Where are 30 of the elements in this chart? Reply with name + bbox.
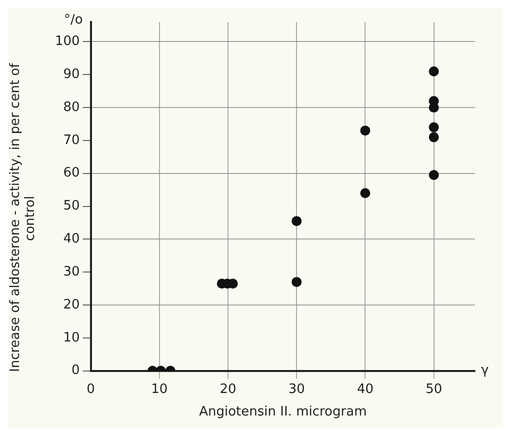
y-tick-label: 0 bbox=[72, 363, 80, 378]
point bbox=[428, 170, 439, 180]
x-tick-label: 30 bbox=[288, 382, 305, 397]
point bbox=[428, 132, 439, 142]
y-tick-label: 60 bbox=[63, 166, 80, 181]
point bbox=[292, 276, 302, 287]
point bbox=[428, 102, 439, 113]
y-tick-label: 70 bbox=[63, 132, 80, 148]
x-tick-label: 50 bbox=[426, 382, 442, 397]
x-axis-title: Angiotensin II. microgram bbox=[199, 404, 367, 420]
y-tick-label: 10 bbox=[63, 330, 80, 346]
point bbox=[428, 66, 439, 76]
point bbox=[292, 216, 302, 226]
text: γ bbox=[481, 363, 489, 378]
y-tick-label: 80 bbox=[63, 100, 80, 115]
y-tick-label: 20 bbox=[63, 297, 80, 312]
y-tick-label: 100 bbox=[54, 34, 80, 50]
y-tick-label: 90 bbox=[63, 67, 80, 82]
y-axis-title: Increase of aldosterone - activity, in per cent of control bbox=[8, 62, 39, 374]
point bbox=[360, 188, 370, 198]
y-tick-label: 30 bbox=[63, 264, 80, 280]
y-tick-label: 50 bbox=[63, 198, 80, 214]
x-tick-label: 40 bbox=[356, 382, 374, 397]
y-tick-label: 40 bbox=[63, 232, 80, 247]
text: °/o bbox=[64, 12, 83, 28]
x-tick-label: 0 bbox=[86, 382, 95, 397]
point bbox=[428, 122, 439, 132]
point bbox=[360, 126, 370, 136]
x-tick-label: 10 bbox=[151, 382, 168, 397]
x-tick-label: 20 bbox=[220, 382, 236, 397]
